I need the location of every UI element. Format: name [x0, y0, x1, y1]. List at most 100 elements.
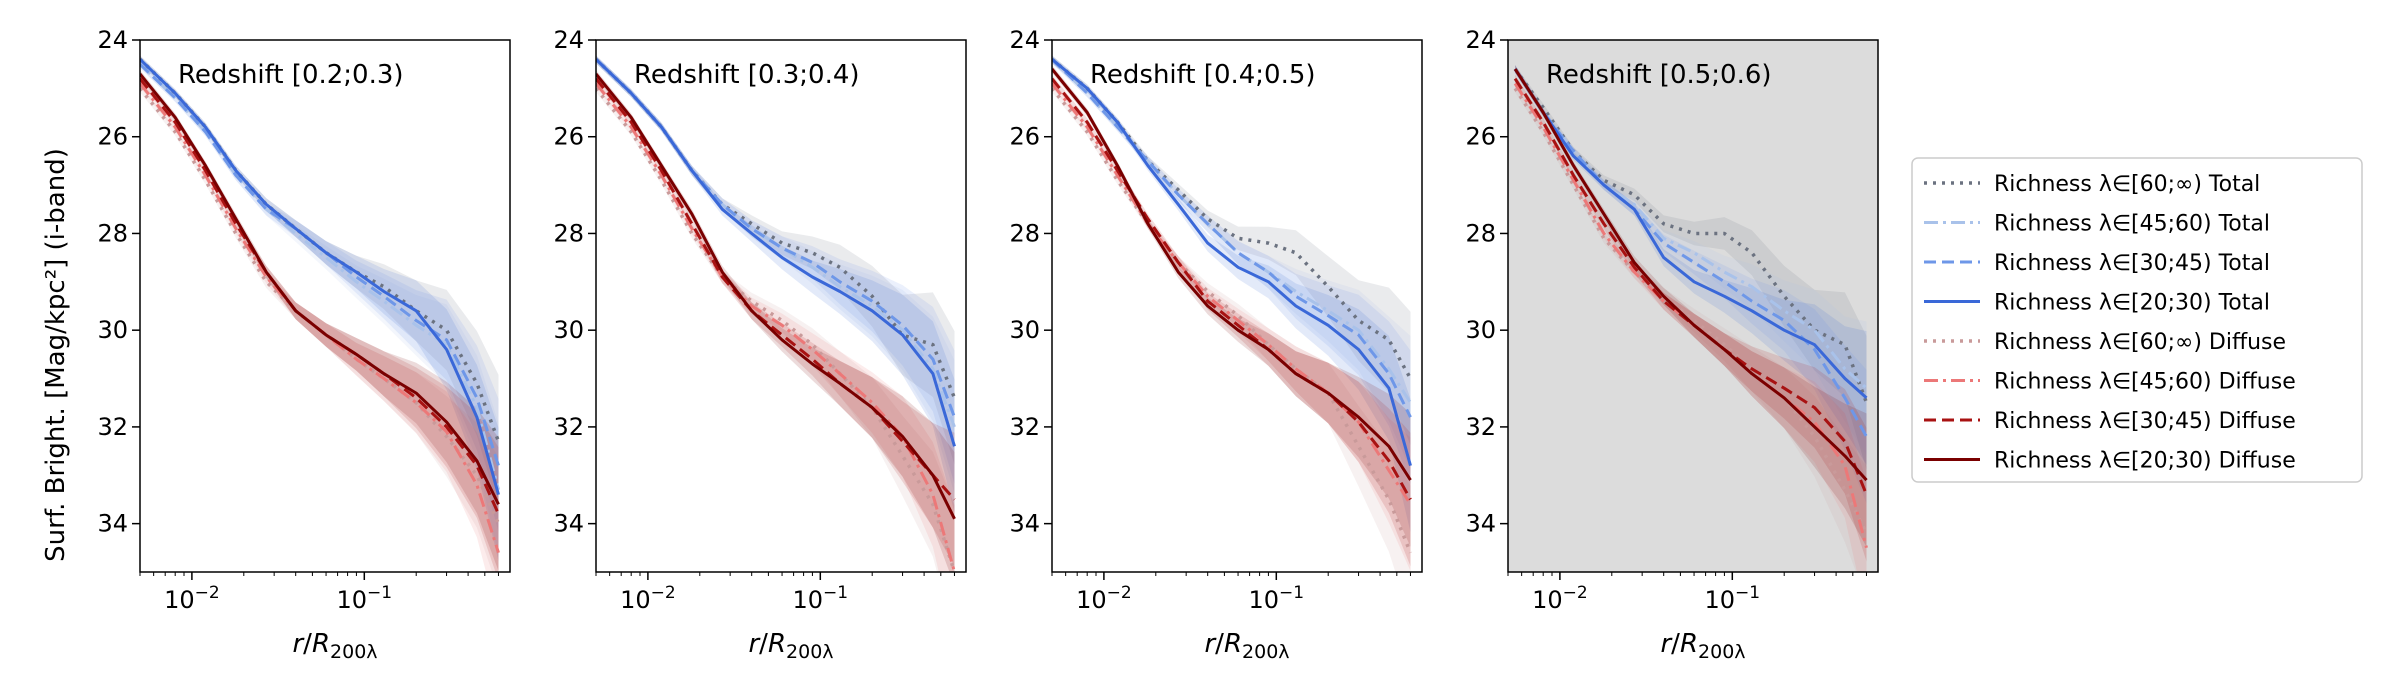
x-tick-label: 10−2 [164, 583, 220, 614]
plot-content [1052, 55, 1413, 572]
band-series-2 [596, 55, 955, 494]
y-tick-label: 34 [1465, 510, 1496, 538]
x-axis-title: r/R200λ [1204, 629, 1289, 663]
y-tick-label: 28 [97, 219, 128, 247]
x-axis-title: r/R200λ [748, 629, 833, 663]
y-tick-label: 28 [1009, 219, 1040, 247]
plot-frame [595, 39, 967, 573]
plot-content [140, 55, 501, 572]
x-tick-label: 10−1 [1704, 583, 1760, 614]
band-series-8 [140, 70, 499, 571]
x-axis-title: r/R200λ [1660, 629, 1745, 663]
panel-title: Redshift [0.5;0.6) [1546, 60, 1772, 90]
legend-item: Richness λ∈[30;45) Diffuse [1924, 409, 2296, 434]
series-lines [1513, 67, 1869, 549]
line-series-3 [1513, 68, 1868, 438]
band-series-7 [1052, 74, 1411, 567]
legend-label: Richness λ∈[30;45) Total [1994, 251, 2270, 276]
line-series-7 [1052, 77, 1412, 501]
series-lines [1052, 57, 1413, 554]
plot-area [596, 40, 966, 572]
legend-item: Richness λ∈[45;60) Total [1924, 212, 2270, 237]
y-tick-label: 26 [97, 123, 128, 151]
legend-item: Richness λ∈[20;30) Total [1924, 291, 2270, 316]
panel-2: 24 26 28 30 32 34 10−2 10−1 Redshift [0.3;0.4) r/… [553, 26, 967, 663]
y-tick-label: 28 [1465, 219, 1496, 247]
panel-4: 24 26 28 30 32 34 10−2 10−1 Redshift [0.5;0.6) r/… [1465, 26, 1879, 663]
y-tick-label: 30 [97, 316, 128, 344]
line-series-7 [596, 77, 956, 501]
x-tick-label: 10−1 [792, 583, 848, 614]
y-tick-label: 24 [97, 26, 128, 54]
legend-item: Richness λ∈[45;60) Diffuse [1924, 370, 2296, 395]
line-series-3 [1052, 58, 1412, 418]
band-series-5 [1515, 84, 1867, 572]
y-tick-label: 34 [97, 510, 128, 538]
legend-label: Richness λ∈[20;30) Total [1994, 291, 2270, 316]
legend-item: Richness λ∈[60;∞) Total [1924, 172, 2260, 197]
band-series-6 [596, 79, 955, 572]
x-axis-title: r/R200λ [292, 629, 377, 663]
plot-frame [139, 39, 511, 573]
legend-label: Richness λ∈[45;60) Total [1994, 212, 2270, 237]
y-tick-label: 24 [1465, 26, 1496, 54]
plot-area [1508, 40, 1878, 572]
band-series-5 [596, 84, 955, 572]
plot-area [1052, 40, 1422, 572]
line-series-8 [1513, 68, 1868, 482]
x-tick-label: 10−1 [336, 583, 392, 614]
line-series-3 [140, 63, 500, 467]
x-tick-label: 10−2 [1076, 583, 1132, 614]
y-tick-label: 34 [553, 510, 584, 538]
line-series-7 [140, 77, 500, 515]
legend-label: Richness λ∈[60;∞) Diffuse [1994, 330, 2286, 355]
legend-label: Richness λ∈[45;60) Diffuse [1994, 370, 2296, 395]
y-tick-label: 24 [1009, 26, 1040, 54]
series-lines [140, 58, 501, 554]
panel-3: 24 26 28 30 32 34 10−2 10−1 Redshift [0.4;0.5) r/… [1009, 26, 1423, 663]
line-series-4 [1513, 68, 1868, 400]
line-series-8 [1052, 68, 1412, 481]
line-series-5 [140, 87, 501, 525]
y-tick-label: 34 [1009, 510, 1040, 538]
y-axis-title: Surf. Bright. [Mag/kpc²] (i-band) [41, 148, 71, 562]
y-tick-label: 26 [1465, 123, 1496, 151]
legend: Richness λ∈[60;∞) Total Richness λ∈[45;60… [1911, 157, 2363, 483]
legend-box [1911, 157, 2363, 483]
line-series-4 [596, 58, 956, 447]
plot-frame [1051, 39, 1423, 573]
line-series-4 [140, 58, 500, 496]
legend-label: Richness λ∈[30;45) Diffuse [1994, 409, 2296, 434]
y-tick-label: 26 [1009, 123, 1040, 151]
legend-label: Richness λ∈[60;∞) Total [1994, 172, 2260, 197]
legend-label: Richness λ∈[20;30) Diffuse [1994, 449, 2296, 474]
band-series-1 [596, 55, 955, 465]
series-lines [596, 58, 957, 572]
band-series-6 [1515, 79, 1867, 572]
y-tick-label: 30 [553, 316, 584, 344]
band-series-2 [1052, 55, 1411, 470]
y-tick-label: 32 [1009, 413, 1040, 441]
band-series-7 [1515, 74, 1867, 562]
band-series-3 [140, 60, 499, 533]
panel-title: Redshift [0.3;0.4) [634, 60, 860, 90]
band-series-4 [140, 55, 499, 562]
legend-item: Richness λ∈[20;30) Diffuse [1924, 449, 2296, 474]
y-tick-label: 30 [1465, 316, 1496, 344]
plot-frame [1507, 39, 1879, 573]
panels: 24 26 28 30 32 34 10−2 10−1 Redshift [0.2;0.3) r/… [97, 26, 1879, 663]
y-tick-label: 30 [1009, 316, 1040, 344]
plot-content [1513, 65, 1869, 572]
x-tick-label: 10−2 [1532, 583, 1588, 614]
band-series-6 [140, 79, 499, 572]
plot-content [596, 55, 957, 572]
line-series-6 [1052, 82, 1412, 506]
panel-title: Redshift [0.4;0.5) [1090, 60, 1316, 90]
y-tick-label: 26 [553, 123, 584, 151]
x-tick-label: 10−1 [1248, 583, 1304, 614]
panel-title: Redshift [0.2;0.3) [178, 60, 404, 90]
line-series-4 [1052, 58, 1412, 467]
legend-item: Richness λ∈[30;45) Total [1924, 251, 2270, 276]
line-series-6 [596, 82, 956, 572]
